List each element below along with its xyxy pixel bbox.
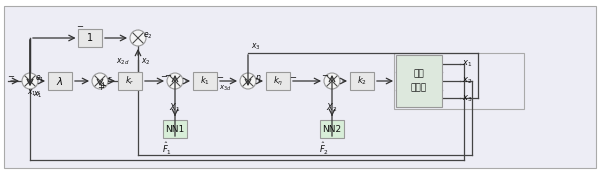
Circle shape	[130, 30, 146, 46]
Text: $x_1$: $x_1$	[33, 90, 43, 100]
Text: NN1: NN1	[166, 124, 185, 134]
Text: −: −	[164, 71, 172, 80]
Text: $k_r$: $k_r$	[125, 75, 135, 87]
Text: $x_3$: $x_3$	[462, 93, 472, 104]
Bar	[48, 72, 72, 90]
Bar	[320, 120, 344, 138]
Text: $\hat{F}_1$: $\hat{F}_1$	[162, 141, 172, 157]
Text: $r$: $r$	[107, 74, 113, 84]
Circle shape	[240, 73, 256, 89]
Bar	[193, 72, 217, 90]
Text: $x_{2d}$: $x_{2d}$	[116, 57, 130, 67]
Text: $x_2$: $x_2$	[141, 57, 151, 67]
Text: $k_{\eta}$: $k_{\eta}$	[273, 74, 283, 87]
Text: 1: 1	[87, 33, 93, 43]
Text: $k_2$: $k_2$	[357, 75, 367, 87]
Text: $e_1$: $e_1$	[35, 74, 45, 84]
Text: −: −	[217, 74, 223, 83]
Bar	[394, 53, 524, 109]
Text: $\hat{F}_2$: $\hat{F}_2$	[319, 141, 329, 157]
Text: $e_2$: $e_2$	[143, 31, 153, 41]
Text: −: −	[77, 23, 83, 32]
Text: +: +	[100, 81, 106, 90]
Text: $X_2$: $X_2$	[326, 102, 338, 114]
Circle shape	[92, 73, 108, 89]
Text: $x_{1d}$: $x_{1d}$	[27, 88, 41, 98]
Circle shape	[22, 73, 38, 89]
Text: $X_1$: $X_1$	[169, 102, 181, 114]
Bar	[266, 72, 290, 90]
Circle shape	[167, 73, 183, 89]
Text: $x_2$: $x_2$	[462, 76, 472, 86]
Bar	[396, 55, 442, 107]
Text: $k_1$: $k_1$	[200, 75, 210, 87]
Text: $x_{3d}$: $x_{3d}$	[219, 83, 232, 93]
Text: 同步: 同步	[413, 70, 424, 79]
Bar	[78, 29, 102, 47]
Text: $x_3$: $x_3$	[251, 42, 261, 52]
Circle shape	[324, 73, 340, 89]
Text: +: +	[98, 83, 104, 92]
Bar	[163, 120, 187, 138]
Text: $\lambda$: $\lambda$	[56, 75, 64, 87]
Text: −: −	[161, 73, 167, 81]
Text: −: −	[7, 73, 14, 81]
Text: $\eta$: $\eta$	[255, 74, 261, 84]
Bar	[118, 72, 142, 90]
Text: 发电机: 发电机	[411, 83, 427, 92]
Bar	[350, 72, 374, 90]
Text: NN2: NN2	[322, 124, 341, 134]
Text: −: −	[322, 71, 329, 80]
Text: −: −	[290, 74, 296, 83]
Text: $x_1$: $x_1$	[462, 58, 472, 69]
